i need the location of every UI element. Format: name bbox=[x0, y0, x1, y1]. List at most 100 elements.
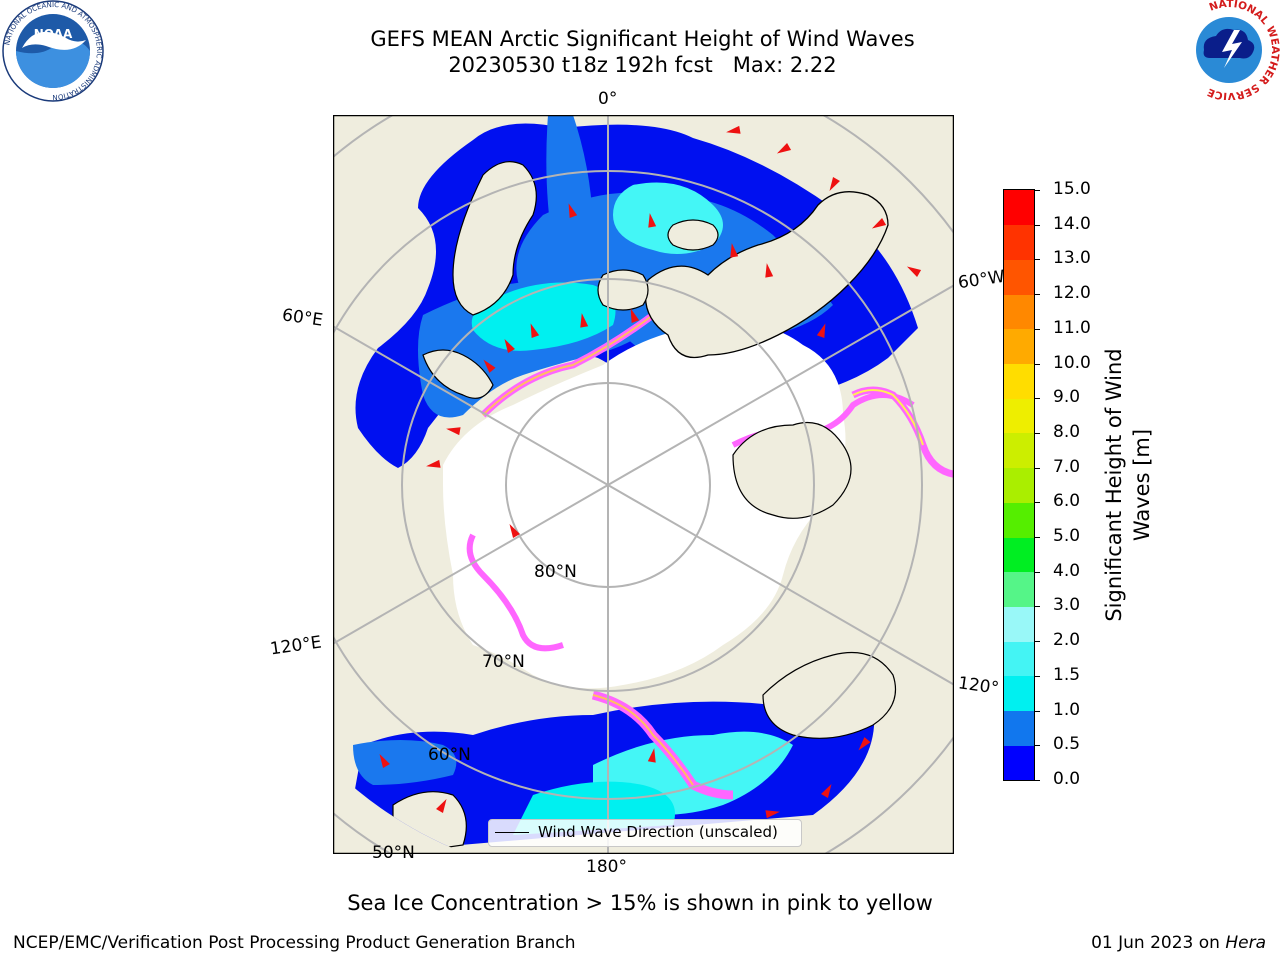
colorbar-tick-label: 0.0 bbox=[1053, 769, 1081, 789]
colorbar-bin bbox=[1004, 432, 1034, 469]
wave-direction-arrow bbox=[829, 176, 840, 192]
wave-direction-arrow bbox=[580, 313, 589, 328]
plot-title-line2: 20230530 t18z 192h fcst Max: 2.22 bbox=[448, 53, 837, 77]
footer-date: 01 Jun 2023 on Hera bbox=[1091, 933, 1266, 953]
wave-direction-arrow bbox=[906, 266, 922, 277]
wave-direction-arrow bbox=[726, 125, 741, 134]
lat-label-70n: 70°N bbox=[482, 652, 525, 672]
colorbar-bin bbox=[1004, 224, 1034, 260]
lat-label-80n: 80°N bbox=[534, 562, 577, 582]
lat-label-50n: 50°N bbox=[372, 843, 415, 863]
colorbar-tick-mark bbox=[1034, 502, 1040, 504]
lon-label-120e: 120°E bbox=[268, 632, 323, 660]
lon-label-180: 180° bbox=[586, 857, 627, 877]
colorbar-tick-mark bbox=[1034, 537, 1040, 539]
colorbar-bin bbox=[1004, 259, 1034, 295]
lon-label-60e: 60°E bbox=[280, 305, 325, 331]
colorbar-bin bbox=[1004, 710, 1034, 746]
map-border bbox=[333, 115, 954, 854]
wave-direction-arrow bbox=[436, 798, 447, 814]
colorbar-tick-label: 12.0 bbox=[1053, 283, 1091, 304]
wave-direction-arrow bbox=[426, 459, 441, 468]
wave-direction-arrow bbox=[730, 243, 739, 258]
colorbar-bin bbox=[1004, 328, 1034, 365]
footer-date-text: 01 Jun 2023 on bbox=[1091, 933, 1226, 953]
colorbar-tick-label: 15.0 bbox=[1053, 179, 1091, 199]
colorbar-tick-label: 3.0 bbox=[1053, 595, 1081, 616]
wave-direction-arrow bbox=[821, 783, 832, 799]
lat-label-60n: 60°N bbox=[428, 745, 471, 765]
colorbar-bin bbox=[1004, 363, 1034, 399]
colorbar-tick-label: 9.0 bbox=[1053, 387, 1081, 408]
colorbar-bin bbox=[1004, 675, 1034, 712]
colorbar-tick-mark bbox=[1034, 224, 1040, 226]
alaska-land bbox=[762, 651, 897, 739]
colorbar-bin bbox=[1004, 745, 1034, 781]
colorbar-tick-label: 2.0 bbox=[1053, 630, 1081, 651]
plot-title-line1: GEFS MEAN Arctic Significant Height of W… bbox=[370, 27, 915, 51]
wave-direction-arrow bbox=[765, 263, 774, 278]
wave-direction-arrows bbox=[379, 125, 922, 819]
colorbar-tick-mark bbox=[1034, 710, 1040, 712]
colorbar-tick-mark bbox=[1034, 606, 1040, 608]
colorbar-bin bbox=[1004, 537, 1034, 573]
colorbar-tick-label: 4.0 bbox=[1053, 560, 1081, 581]
wave-direction-arrow bbox=[530, 323, 540, 338]
lon-label-0: 0° bbox=[598, 89, 618, 109]
noaa-logo: NATIONAL OCEANIC AND ATMOSPHERIC ADMINIS… bbox=[2, 0, 104, 102]
canadian-archipelago-land bbox=[732, 421, 852, 519]
colorbar-bin bbox=[1004, 398, 1034, 434]
wave-direction-arrow bbox=[765, 810, 780, 819]
legend-label: Wind Wave Direction (unscaled) bbox=[538, 823, 778, 841]
nws-logo: NATIONAL WEATHER SERVICE bbox=[1180, 0, 1280, 100]
graticule bbox=[333, 115, 954, 854]
colorbar-tick-mark bbox=[1034, 745, 1040, 747]
colorbar-tick-label: 13.0 bbox=[1053, 248, 1091, 269]
wave-direction-arrow bbox=[647, 748, 656, 763]
colorbar-tick-label: 0.5 bbox=[1053, 734, 1081, 755]
wave-direction-arrow bbox=[509, 523, 520, 539]
wave-direction-arrow bbox=[568, 203, 578, 218]
wave-direction-arrow bbox=[446, 427, 461, 436]
colorbar-bin bbox=[1004, 571, 1034, 607]
wave-direction-arrow bbox=[858, 737, 871, 751]
legend-line-sample bbox=[495, 832, 529, 833]
colorbar-tick-mark bbox=[1034, 780, 1040, 781]
lon-label-60w: 60°W bbox=[956, 266, 1007, 294]
colorbar-tick-label: 8.0 bbox=[1053, 421, 1081, 442]
barents-calm-patch bbox=[471, 282, 616, 351]
colorbar-tick-mark bbox=[1034, 675, 1040, 677]
colorbar-tick-mark bbox=[1034, 259, 1040, 261]
colorbar-bin bbox=[1004, 606, 1034, 642]
colorbar-tick-label: 11.0 bbox=[1053, 317, 1091, 338]
colorbar-tick-label: 10.0 bbox=[1053, 352, 1091, 373]
noaa-center-text: NOAA bbox=[34, 27, 73, 41]
colorbar bbox=[1003, 189, 1035, 781]
colorbar-tick-mark bbox=[1034, 467, 1040, 469]
colorbar-tick-mark bbox=[1034, 571, 1040, 573]
colorbar-bin bbox=[1004, 190, 1034, 226]
wave-direction-arrow bbox=[776, 143, 792, 154]
sea-ice-note: Sea Ice Concentration > 15% is shown in … bbox=[347, 891, 933, 915]
colorbar-tick-label: 6.0 bbox=[1053, 491, 1081, 512]
colorbar-bin bbox=[1004, 641, 1034, 677]
wave-direction-arrow bbox=[648, 213, 657, 228]
colorbar-bin bbox=[1004, 502, 1034, 538]
iceland-land bbox=[667, 219, 719, 251]
ice-edge-pacific-yellow bbox=[592, 694, 694, 786]
greenland-sea-strip bbox=[546, 115, 593, 245]
ice-edge-siberia-pink bbox=[466, 533, 564, 652]
colorbar-tick-label: 1.5 bbox=[1053, 664, 1081, 685]
lon-label-120w: 120° bbox=[956, 673, 1001, 699]
colorbar-tick-label: 5.0 bbox=[1053, 526, 1081, 547]
colorbar-tick-mark bbox=[1034, 294, 1040, 296]
colorbar-bin bbox=[1004, 467, 1034, 503]
colorbar-tick-mark bbox=[1034, 398, 1040, 400]
colorbar-tick-mark bbox=[1034, 641, 1040, 643]
okhotsk-wave-field bbox=[353, 740, 457, 785]
wave-direction-arrow bbox=[630, 308, 640, 323]
wave-direction-arrow bbox=[816, 323, 826, 338]
svalbard-land bbox=[597, 269, 649, 311]
colorbar-tick-label: 1.0 bbox=[1053, 699, 1081, 720]
colorbar-bin bbox=[1004, 294, 1034, 330]
